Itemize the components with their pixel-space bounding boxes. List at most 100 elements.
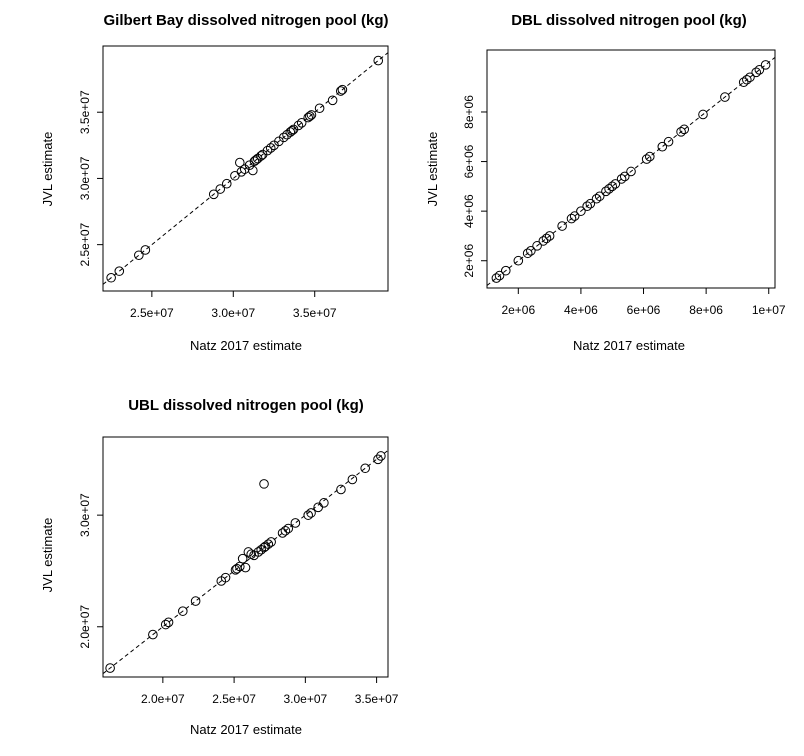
ubl-y-tick-label: 2.0e+07 <box>78 605 92 649</box>
dbl-x-tick-label: 2e+06 <box>501 303 535 317</box>
dbl-data-point <box>641 154 652 164</box>
ubl-data-point <box>336 484 346 495</box>
dbl-y-tick-label: 2e+06 <box>462 244 476 278</box>
ubl-panel: UBL dissolved nitrogen pool (kg) Natz 20… <box>40 397 399 737</box>
ubl-plot-frame <box>102 436 389 678</box>
dbl-data-point <box>532 241 542 251</box>
dbl-data-point <box>607 181 618 192</box>
ubl-data-point <box>160 619 171 630</box>
dbl-data-point <box>698 109 708 120</box>
gilbert-bay-data-point <box>236 167 247 177</box>
gilbert-bay-data-point <box>114 266 125 276</box>
dbl-data-point <box>644 151 655 162</box>
gilbert-bay-data-point <box>306 110 317 120</box>
ubl-data-point <box>373 454 383 465</box>
ubl-data-point <box>178 606 188 616</box>
dbl-data-point <box>594 191 605 202</box>
dbl-x-axis-label: Natz 2017 estimate <box>573 338 685 353</box>
dbl-data-point <box>513 255 524 266</box>
dbl-data-point <box>754 65 765 75</box>
gilbert-bay-data-point <box>293 120 304 131</box>
dbl-data-point <box>576 206 586 216</box>
gilbert-bay-data-point <box>106 272 116 283</box>
ubl-data-point <box>347 474 358 485</box>
ubl-data-point <box>360 463 371 474</box>
ubl-x-axis-label: Natz 2017 estimate <box>190 722 302 737</box>
dbl-data-point <box>657 141 668 152</box>
dbl-data-point <box>557 221 567 231</box>
ubl-data-point <box>237 553 248 564</box>
ubl-data-point <box>105 663 115 673</box>
gilbert-bay-data-point <box>262 145 273 156</box>
dbl-data-point <box>522 248 533 259</box>
gilbert-bay-title: Gilbert Bay dissolved nitrogen pool (kg) <box>103 12 388 29</box>
ubl-data-point <box>243 547 254 557</box>
dbl-data-point <box>566 213 577 224</box>
ubl-data-point <box>220 572 231 583</box>
dbl-data-point <box>616 174 627 184</box>
gilbert-bay-data-point <box>327 95 338 106</box>
ubl-x-tick-label: 2.5e+07 <box>212 692 256 706</box>
dbl-data-point <box>676 127 686 137</box>
dbl-data-point <box>751 67 762 78</box>
dbl-title: DBL dissolved nitrogen pool (kg) <box>511 12 747 29</box>
ubl-data-point <box>376 451 386 461</box>
gilbert-bay-data-point <box>314 103 325 114</box>
dbl-data-point <box>604 184 614 194</box>
ubl-data-point <box>303 510 314 520</box>
ubl-reference-line <box>102 450 389 675</box>
dbl-data-point <box>626 166 636 177</box>
dbl-data-point <box>541 233 552 244</box>
dbl-data-point <box>742 74 752 85</box>
gilbert-bay-data-point <box>140 245 151 255</box>
ubl-data-point <box>277 528 288 538</box>
ubl-data-point <box>163 617 174 628</box>
dbl-data-point <box>526 246 536 256</box>
dbl-data-point <box>569 211 580 221</box>
gilbert-bay-data-point <box>215 184 226 194</box>
gilbert-bay-data-point <box>303 112 314 123</box>
gilbert-bay-data-point <box>221 178 232 189</box>
ubl-data-point <box>290 518 301 528</box>
dbl-y-tick-label: 8e+06 <box>462 95 476 129</box>
dbl-data-point <box>582 201 592 211</box>
gilbert-bay-plot-frame <box>102 45 389 292</box>
ubl-data-point <box>266 537 276 547</box>
ubl-x-tick-label: 3.5e+07 <box>355 692 399 706</box>
gilbert-bay-data-point <box>337 84 348 95</box>
dbl-data-point <box>679 124 690 135</box>
gilbert-bay-data-point <box>230 170 240 181</box>
gilbert-bay-y-tick-label: 2.5e+07 <box>78 222 92 266</box>
dbl-data-point <box>585 198 596 209</box>
dbl-data-point <box>500 265 511 276</box>
ubl-y-tick-label: 3.0e+07 <box>78 493 92 537</box>
gilbert-bay-data-point <box>287 125 297 136</box>
gilbert-bay-x-tick-label: 2.5e+07 <box>130 306 174 320</box>
ubl-data-point <box>306 508 316 518</box>
gilbert-bay-y-tick-label: 3.0e+07 <box>78 156 92 200</box>
ubl-x-tick-label: 2.0e+07 <box>141 692 185 706</box>
dbl-data-point <box>491 273 502 283</box>
ubl-data-point <box>263 539 274 549</box>
gilbert-bay-data-point <box>208 189 219 200</box>
ubl-data-point <box>240 562 251 573</box>
gilbert-bay-y-tick-label: 3.5e+07 <box>78 90 92 134</box>
ubl-data-point <box>190 596 201 606</box>
dbl-panel: DBL dissolved nitrogen pool (kg) Natz 20… <box>425 12 786 353</box>
ubl-data-point <box>148 629 158 640</box>
gilbert-bay-data-point <box>373 55 384 66</box>
dbl-data-point <box>610 179 621 189</box>
gilbert-bay-data-point <box>265 143 276 153</box>
gilbert-bay-data-point <box>256 151 266 161</box>
gilbert-bay-data-point <box>235 157 245 168</box>
dbl-x-tick-label: 4e+06 <box>564 303 598 317</box>
gilbert-bay-data-point <box>296 118 307 128</box>
dbl-y-tick-label: 4e+06 <box>462 194 476 228</box>
dbl-x-tick-label: 8e+06 <box>689 303 723 317</box>
dbl-data-point <box>745 72 755 83</box>
gilbert-bay-data-point <box>335 86 346 96</box>
dbl-data-point <box>738 77 749 88</box>
dbl-data-point <box>663 136 674 147</box>
gilbert-bay-data-point <box>248 165 258 176</box>
